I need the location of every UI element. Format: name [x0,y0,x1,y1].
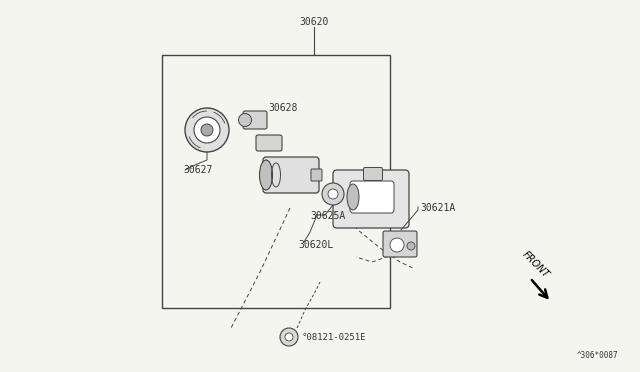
Ellipse shape [347,184,359,210]
FancyBboxPatch shape [350,181,394,213]
Text: 30628: 30628 [268,103,298,113]
Circle shape [201,124,213,136]
FancyBboxPatch shape [263,157,319,193]
Text: 30625A: 30625A [310,211,345,221]
Text: FRONT: FRONT [520,250,550,280]
Circle shape [280,328,298,346]
Circle shape [185,108,229,152]
Text: °08121-0251E: °08121-0251E [302,333,367,341]
Circle shape [239,113,252,126]
Circle shape [322,183,344,205]
Circle shape [407,242,415,250]
Circle shape [285,333,293,341]
FancyBboxPatch shape [333,170,409,228]
FancyBboxPatch shape [383,231,417,257]
FancyBboxPatch shape [243,111,267,129]
Circle shape [194,117,220,143]
Text: 30627: 30627 [183,165,212,175]
FancyBboxPatch shape [311,169,322,181]
Text: 30621A: 30621A [420,203,455,213]
FancyBboxPatch shape [364,167,383,180]
Ellipse shape [259,160,273,190]
Bar [162,55,390,308]
Circle shape [390,238,404,252]
Text: 30620: 30620 [300,17,329,27]
Circle shape [328,189,338,199]
FancyBboxPatch shape [256,135,282,151]
Text: ^306*0087: ^306*0087 [577,351,618,360]
Text: 30620L: 30620L [298,240,333,250]
